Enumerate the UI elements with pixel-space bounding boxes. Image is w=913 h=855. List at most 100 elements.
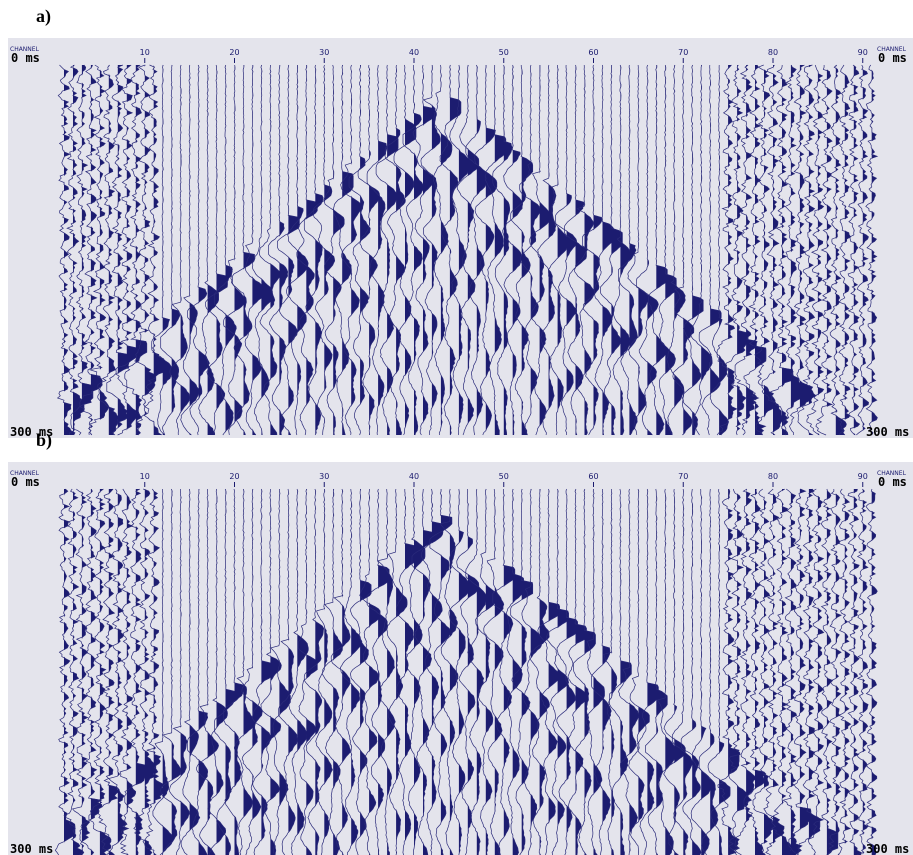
trace [716,64,738,436]
trace-fill [835,65,847,435]
trace [321,488,343,855]
trace [680,488,702,855]
trace [456,64,480,436]
trace-fill [665,65,677,435]
trace [70,64,94,436]
trace [260,489,282,855]
trace-fill [144,489,156,855]
panel-label: a) [36,6,51,27]
trace-fill [611,65,623,435]
trace [618,64,638,436]
trace [555,64,578,436]
trace [647,64,668,436]
trace [259,64,281,436]
trace [681,64,704,436]
trace [88,488,112,855]
trace-fill [333,489,343,855]
trace [506,488,525,855]
trace [124,64,148,436]
trace [97,488,120,855]
trace-fill [396,489,408,855]
trace [770,488,794,855]
trace [847,64,861,436]
trace-fill [449,65,461,435]
trace [690,64,713,436]
trace [658,64,677,436]
trace-fill [826,65,833,435]
trace-fill [620,489,632,855]
trace [277,64,300,436]
trace-fill [324,489,333,855]
trace [707,488,731,855]
trace-fill [288,489,298,855]
trace-fill [405,489,416,855]
trace-fill [378,65,387,435]
trace [315,488,333,855]
trace-fill [171,489,182,855]
trace-fill [297,489,309,855]
trace-fill [692,489,701,855]
channel-tick-label: 70 [678,472,688,481]
trace [66,64,85,436]
trace-fill [135,489,147,855]
trace-fill [665,489,677,855]
trace [134,64,157,436]
trace [600,64,623,436]
trace [312,64,336,435]
trace [79,488,103,855]
traces [54,488,878,855]
trace [232,64,255,436]
trace-fill [99,489,111,855]
trace-fill [584,489,596,855]
trace [856,488,869,855]
trace-fill [808,65,817,435]
trace [303,488,325,855]
trace [663,488,686,855]
trace-fill [369,65,380,435]
trace [180,488,201,855]
trace [591,489,612,855]
panel-bg [8,462,913,855]
trace [448,488,471,855]
trace [856,64,869,436]
time-bottom-label: 300 ms [10,425,53,439]
trace [333,64,354,436]
trace-fill [387,65,399,435]
trace-fill [198,489,208,855]
trace [865,64,879,436]
trace-fill [512,65,523,435]
trace-fill [252,65,264,435]
trace [582,64,603,436]
trace [340,64,363,436]
trace [330,488,351,855]
channel-tick-label: 40 [409,48,419,57]
trace [656,488,677,855]
trace-fill [458,489,470,855]
trace [241,488,263,855]
trace [357,64,381,436]
trace-fill [180,489,190,855]
trace [432,64,453,436]
trace [567,488,587,855]
trace-fill [216,489,228,855]
trace-fill [270,489,282,855]
trace-fill [189,489,200,855]
channel-tick-label: 60 [588,472,598,481]
trace [725,64,749,436]
channel-tick-label: 80 [768,472,778,481]
trace [502,64,523,436]
trace [142,488,166,855]
trace [465,64,489,436]
channel-label: CHANNEL [877,470,907,477]
trace-fill [81,489,90,855]
trace-fill [476,65,488,435]
trace-fill [288,65,300,435]
channel-tick-label: 90 [858,472,868,481]
trace [761,64,785,436]
trace [556,488,578,855]
trace-fill [153,489,165,855]
trace-fill [324,65,335,435]
trace [537,64,557,436]
trace-fill [521,65,533,435]
trace [214,488,237,855]
